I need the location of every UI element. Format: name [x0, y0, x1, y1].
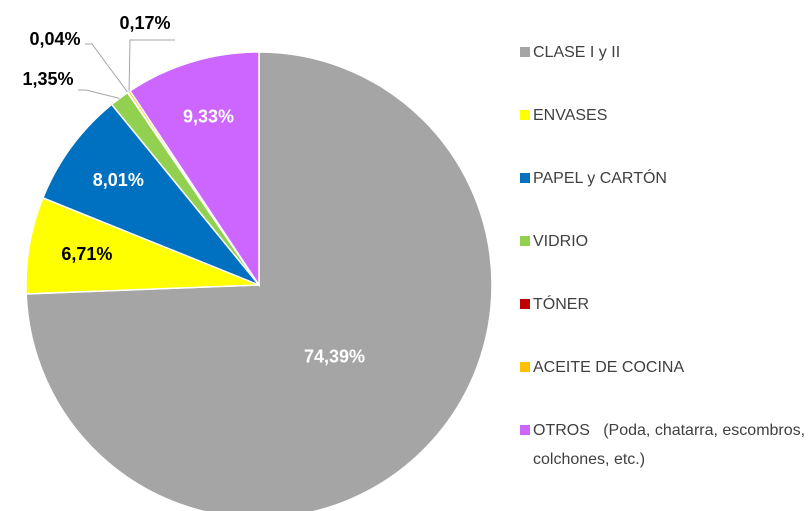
legend-label: OTROS (Poda, chatarra, escombros, colcho… [533, 422, 810, 468]
legend-item: TÓNER [520, 290, 810, 319]
pie-slice [129, 51, 260, 288]
legend-swatch [520, 425, 530, 435]
legend-swatch [520, 299, 530, 309]
legend-swatch [520, 236, 530, 246]
legend-label: TÓNER [533, 296, 589, 313]
legend-item: ACEITE DE COCINA [520, 353, 810, 382]
legend-swatch [520, 173, 530, 183]
legend-label: ACEITE DE COCINA [533, 359, 685, 376]
legend-item: ENVASES [520, 101, 810, 130]
legend-label: VIDRIO [533, 233, 589, 250]
legend-item: VIDRIO [520, 227, 810, 256]
data-label: 0,17% [119, 13, 170, 33]
leader-line [128, 39, 175, 92]
leader-line [85, 43, 129, 93]
legend-item: PAPEL y CARTÓN [520, 164, 810, 193]
legend-item: OTROS (Poda, chatarra, escombros, colcho… [520, 416, 810, 474]
legend-item: CLASE I y II [520, 38, 810, 67]
legend-swatch [520, 47, 530, 57]
legend-label: PAPEL y CARTÓN [533, 170, 667, 187]
data-label: 0,04% [29, 29, 80, 49]
legend-swatch [520, 362, 530, 372]
legend-label: CLASE I y II [533, 44, 621, 61]
data-label: 9,33% [183, 106, 234, 126]
data-label: 74,39% [304, 346, 365, 366]
legend-label: ENVASES [533, 107, 608, 124]
leader-line [78, 89, 120, 99]
data-label: 1,35% [22, 69, 73, 89]
legend-swatch [520, 110, 530, 120]
data-label: 6,71% [61, 244, 112, 264]
data-label: 8,01% [93, 170, 144, 190]
pie-slice [41, 103, 260, 286]
